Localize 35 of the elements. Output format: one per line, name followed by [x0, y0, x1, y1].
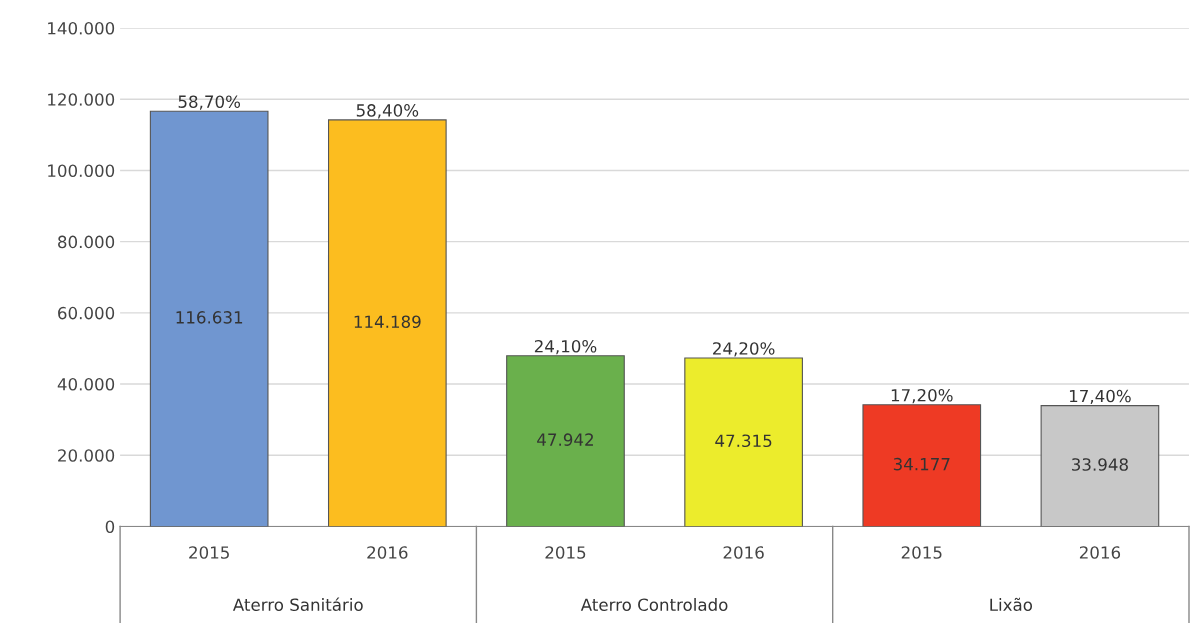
x-tick-label: 2015	[545, 546, 586, 559]
text: Lixão	[990, 597, 1033, 612]
x-tick-label: 2016	[1079, 546, 1121, 559]
data-label: 114.189	[354, 315, 421, 329]
y-tick-label: 120.000	[48, 93, 115, 106]
annotation: 24,20%	[713, 342, 775, 357]
x-tick-label: 2016	[723, 546, 764, 559]
bar	[149, 110, 269, 527]
y-tick-label: 0	[105, 520, 115, 533]
bar	[684, 357, 803, 527]
x-tick-label: 2015	[189, 546, 229, 559]
text: Aterro Sanitário	[232, 597, 363, 612]
y-tick-label: 100.000	[48, 164, 115, 177]
data-label: 116.631	[176, 311, 243, 324]
annotation: 24,10%	[534, 339, 597, 355]
y-tick-label: 20.000	[58, 449, 115, 462]
x-tick-label: 2016	[367, 546, 408, 559]
annotation: 17,20%	[891, 388, 953, 404]
bar	[1040, 405, 1160, 527]
annotation: 17,40%	[1069, 389, 1131, 405]
bar	[506, 355, 625, 527]
annotation: 58,40%	[356, 104, 419, 119]
bar	[327, 119, 447, 527]
bar	[862, 404, 982, 527]
y-tick-label: 140.000	[48, 22, 115, 35]
data-label: 33.948	[1072, 458, 1128, 471]
y-tick-label: 60.000	[58, 306, 115, 320]
x-tick-label: 2015	[901, 546, 942, 559]
y-tick-label: 40.000	[57, 378, 115, 391]
data-label: 47.942	[537, 433, 593, 446]
y-tick-label: 80.000	[58, 235, 115, 249]
annotation: 58,70%	[178, 95, 241, 110]
text: Aterro Controlado	[580, 598, 728, 612]
data-label: 34.177	[893, 457, 950, 471]
data-label: 47.315	[715, 434, 772, 448]
